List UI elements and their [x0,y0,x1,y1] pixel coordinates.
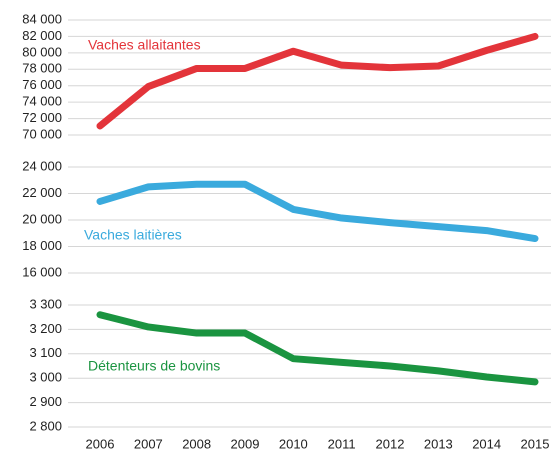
series-label: Vaches laitières [84,227,182,243]
y-tick-label: 72 000 [22,110,62,125]
y-tick-label: 24 000 [22,158,62,173]
x-tick-label: 2008 [182,436,211,451]
y-tick-label: 80 000 [22,44,62,59]
x-tick-label: 2015 [521,436,550,451]
x-tick-label: 2009 [231,436,260,451]
x-tick-label: 2007 [134,436,163,451]
y-tick-label: 70 000 [22,126,62,141]
y-tick-label: 2 800 [29,418,62,433]
y-tick-label: 82 000 [22,28,62,43]
y-tick-label: 3 100 [29,345,62,360]
line [96,311,539,386]
y-tick-label: 74 000 [22,94,62,109]
y-tick-label: 3 300 [29,296,62,311]
y-tick-label: 2 900 [29,394,62,409]
x-tick-label: 2011 [328,436,356,451]
line [96,32,539,130]
line [96,180,539,243]
y-tick-label: 20 000 [22,211,62,226]
x-tick-label: 2014 [472,436,501,451]
x-tick-label: 2010 [279,436,308,451]
y-tick-label: 3 200 [29,321,62,336]
y-tick-label: 3 000 [29,370,62,385]
y-tick-label: 22 000 [22,185,62,200]
x-tick-label: 2013 [424,436,453,451]
x-tick-label: 2012 [376,436,405,451]
y-tick-label: 76 000 [22,77,62,92]
y-tick-label: 18 000 [22,238,62,253]
series-label: Détenteurs de bovins [88,358,220,374]
series-label: Vaches allaitantes [88,37,201,53]
y-tick-label: 84 000 [22,11,62,26]
x-tick-label: 2006 [86,436,115,451]
y-tick-label: 78 000 [22,61,62,76]
y-tick-label: 16 000 [22,264,62,279]
